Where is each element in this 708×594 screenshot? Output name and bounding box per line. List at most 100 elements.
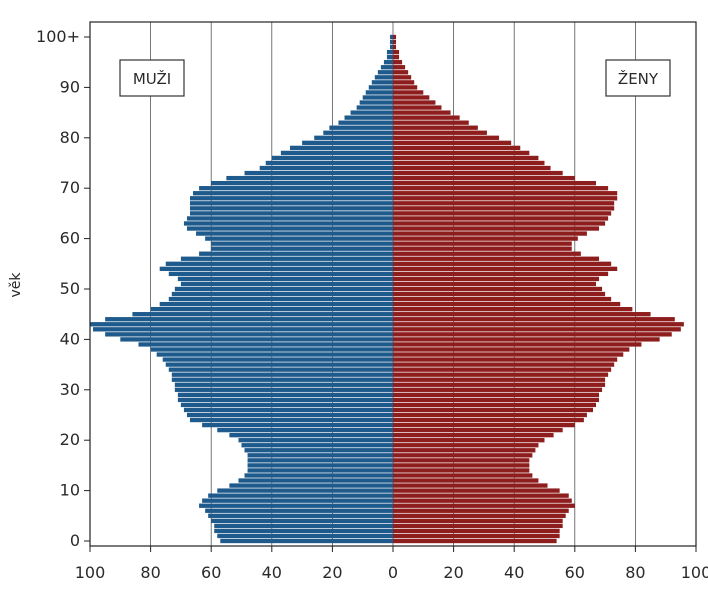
- bar-female-age-13: [393, 473, 533, 478]
- bar-male-age-37: [156, 352, 393, 357]
- bar-female-age-57: [393, 251, 581, 256]
- bar-male-age-82: [329, 125, 393, 130]
- bar-male-age-59: [211, 241, 393, 246]
- bar-male-age-79: [302, 140, 393, 146]
- y-tick-label: 10: [60, 481, 80, 500]
- bar-male-age-39: [138, 342, 393, 347]
- y-tick-label: 70: [60, 178, 80, 197]
- bar-male-age-12: [238, 478, 393, 483]
- x-tick-label: 20: [443, 563, 463, 582]
- bar-female-age-65: [393, 211, 612, 216]
- bar-male-age-73: [244, 170, 393, 176]
- bar-male-age-28: [177, 397, 393, 403]
- bar-male-age-24: [189, 417, 393, 423]
- bar-male-age-26: [183, 407, 393, 413]
- bar-male-age-23: [202, 422, 393, 428]
- bar-male-age-76: [271, 155, 393, 161]
- bar-female-age-58: [393, 246, 572, 251]
- bar-male-age-85: [350, 110, 393, 115]
- bar-female-age-15: [393, 463, 530, 468]
- x-tick-label: 40: [504, 563, 524, 582]
- bar-female-age-43: [393, 322, 684, 327]
- bar-female-age-88: [393, 95, 430, 100]
- bar-female-age-86: [393, 105, 442, 110]
- bar-male-age-31: [174, 382, 393, 387]
- y-tick-label: 80: [60, 128, 80, 147]
- bar-male-age-4: [211, 518, 393, 524]
- bar-male-age-52: [177, 276, 393, 282]
- y-tick-label: 100+: [36, 27, 80, 46]
- bar-male-age-7: [199, 503, 393, 508]
- bar-male-age-81: [323, 130, 393, 135]
- bar-female-age-0: [393, 538, 557, 544]
- bar-male-age-3: [214, 523, 393, 529]
- bar-male-age-67: [189, 201, 393, 206]
- bar-female-age-81: [393, 130, 487, 135]
- bar-female-age-66: [393, 206, 615, 211]
- bar-male-age-18: [244, 448, 393, 453]
- bar-female-age-84: [393, 115, 460, 120]
- x-tick-label: 0: [388, 563, 398, 582]
- x-tick-label: 100: [681, 563, 708, 582]
- bar-male-age-36: [162, 357, 393, 362]
- bar-male-age-65: [189, 211, 393, 216]
- bar-female-age-91: [393, 80, 415, 85]
- bar-male-age-74: [259, 165, 393, 171]
- bar-female-age-82: [393, 125, 478, 130]
- bar-female-age-98: [393, 44, 397, 50]
- bar-female-age-69: [393, 191, 618, 196]
- bar-female-age-3: [393, 523, 563, 529]
- bar-male-age-95: [383, 60, 393, 65]
- bar-female-age-26: [393, 407, 593, 413]
- bar-female-age-54: [393, 266, 618, 272]
- bar-female-age-6: [393, 508, 569, 513]
- bar-male-age-16: [247, 458, 393, 463]
- bar-male-age-56: [180, 256, 393, 261]
- x-tick-label: 40: [262, 563, 282, 582]
- y-tick-label: 50: [60, 279, 80, 298]
- bar-female-age-53: [393, 271, 609, 277]
- bar-female-age-4: [393, 518, 563, 524]
- bar-female-age-90: [393, 85, 418, 90]
- bar-male-age-87: [359, 100, 393, 105]
- y-tick-label: 60: [60, 229, 80, 248]
- bar-male-age-91: [371, 80, 393, 85]
- bar-male-age-71: [211, 180, 393, 186]
- legend-male: MUŽI: [119, 59, 185, 97]
- bar-male-age-46: [150, 306, 393, 312]
- bar-female-age-71: [393, 180, 597, 186]
- bar-female-age-94: [393, 65, 406, 70]
- legend-female: ŽENY: [605, 59, 671, 97]
- bar-male-age-55: [165, 261, 393, 266]
- bar-female-age-77: [393, 150, 530, 156]
- bar-male-age-17: [247, 453, 393, 458]
- bar-male-age-42: [93, 327, 393, 332]
- bar-female-age-31: [393, 382, 606, 387]
- bar-female-age-63: [393, 221, 606, 226]
- bar-female-age-40: [393, 337, 660, 342]
- bar-female-age-1: [393, 533, 560, 539]
- bar-female-age-25: [393, 412, 587, 418]
- bar-male-age-68: [189, 196, 393, 201]
- bar-male-age-92: [374, 75, 393, 80]
- bar-male-age-41: [105, 332, 394, 337]
- bar-female-age-36: [393, 357, 618, 362]
- bar-male-age-93: [377, 70, 393, 75]
- bar-female-age-24: [393, 417, 584, 423]
- bar-male-age-69: [193, 191, 393, 196]
- bar-female-age-50: [393, 286, 603, 292]
- bar-female-age-27: [393, 402, 597, 408]
- bar-male-age-6: [205, 508, 393, 513]
- bar-female-age-75: [393, 160, 545, 166]
- bar-male-age-97: [386, 49, 393, 55]
- bar-male-age-10: [217, 488, 393, 493]
- legend-male-label: MUŽI: [133, 69, 171, 88]
- bar-female-age-62: [393, 226, 600, 231]
- bar-female-age-11: [393, 483, 548, 488]
- bar-male-age-66: [189, 206, 393, 211]
- bar-female-age-41: [393, 332, 672, 337]
- bar-female-age-92: [393, 75, 412, 80]
- x-tick-label: 20: [322, 563, 342, 582]
- bar-male-age-63: [183, 221, 393, 226]
- bar-female-age-38: [393, 347, 630, 352]
